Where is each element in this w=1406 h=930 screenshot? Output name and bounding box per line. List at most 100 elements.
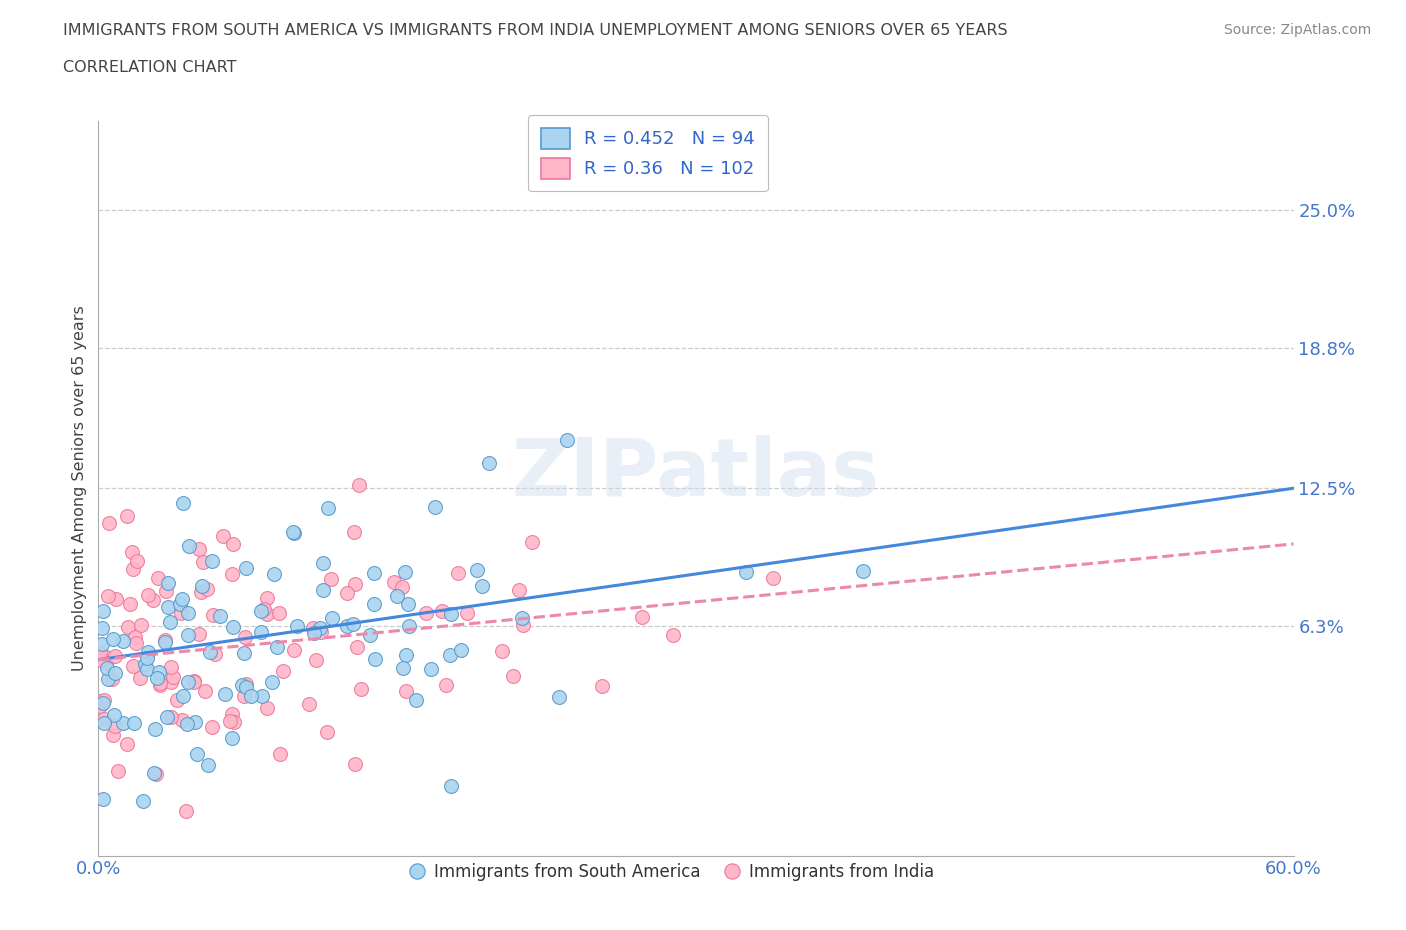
Point — [415, 605, 437, 620]
Point — [512, 618, 534, 632]
Point — [440, 607, 463, 622]
Point — [394, 647, 416, 662]
Point — [309, 625, 332, 640]
Point — [316, 725, 339, 740]
Point — [146, 671, 169, 685]
Point — [97, 671, 120, 686]
Point — [394, 565, 416, 579]
Point — [395, 684, 418, 698]
Point — [89, 694, 111, 709]
Point — [190, 585, 212, 600]
Point — [391, 579, 413, 594]
Point — [89, 698, 111, 713]
Point — [316, 501, 339, 516]
Point — [321, 610, 343, 625]
Point — [439, 647, 461, 662]
Point — [283, 643, 305, 658]
Point — [125, 554, 148, 569]
Point — [197, 758, 219, 773]
Point — [96, 660, 118, 675]
Point — [363, 597, 385, 612]
Point — [232, 689, 254, 704]
Point — [221, 730, 243, 745]
Point — [103, 631, 125, 646]
Point — [735, 565, 758, 579]
Point — [172, 688, 194, 703]
Point — [145, 766, 167, 781]
Point — [235, 560, 257, 575]
Point — [129, 671, 152, 685]
Point — [222, 537, 245, 551]
Point — [149, 678, 172, 693]
Point — [94, 656, 117, 671]
Point — [194, 684, 217, 698]
Point — [202, 607, 225, 622]
Point — [142, 593, 165, 608]
Point — [107, 764, 129, 778]
Point — [131, 618, 153, 632]
Point — [186, 747, 208, 762]
Point — [852, 564, 875, 578]
Point — [762, 570, 785, 585]
Point — [221, 707, 243, 722]
Point — [188, 627, 211, 642]
Point — [149, 675, 172, 690]
Point — [191, 578, 214, 593]
Point — [103, 708, 125, 723]
Point — [90, 637, 112, 652]
Point — [117, 737, 139, 751]
Point — [250, 604, 273, 618]
Point — [121, 545, 143, 560]
Point — [91, 621, 114, 636]
Point — [343, 525, 366, 539]
Point — [233, 630, 256, 644]
Point — [198, 644, 221, 659]
Point — [555, 432, 578, 447]
Point — [471, 578, 494, 593]
Point — [298, 697, 321, 711]
Point — [283, 525, 305, 540]
Point — [160, 659, 183, 674]
Point — [302, 620, 325, 635]
Point — [135, 661, 157, 676]
Point — [91, 696, 114, 711]
Point — [156, 576, 179, 591]
Point — [233, 645, 256, 660]
Point — [169, 597, 191, 612]
Point — [305, 652, 328, 667]
Point — [142, 765, 165, 780]
Point — [342, 617, 364, 631]
Point — [502, 669, 524, 684]
Point — [93, 715, 115, 730]
Point — [465, 563, 488, 578]
Point — [456, 606, 478, 621]
Point — [195, 581, 218, 596]
Point — [269, 605, 291, 620]
Point — [159, 710, 181, 724]
Point — [146, 570, 169, 585]
Point — [104, 648, 127, 663]
Point — [160, 675, 183, 690]
Point — [134, 657, 156, 671]
Point — [124, 715, 146, 730]
Point — [170, 712, 193, 727]
Point — [491, 644, 513, 658]
Point — [256, 591, 278, 605]
Point — [250, 625, 273, 640]
Point — [311, 555, 333, 570]
Point — [122, 562, 145, 577]
Point — [336, 618, 359, 633]
Point — [312, 583, 335, 598]
Point — [97, 589, 120, 604]
Point — [222, 715, 245, 730]
Point — [434, 678, 457, 693]
Legend: Immigrants from South America, Immigrants from India: Immigrants from South America, Immigrant… — [404, 857, 941, 887]
Point — [170, 605, 193, 620]
Point — [512, 610, 534, 625]
Point — [344, 756, 367, 771]
Point — [124, 630, 146, 644]
Point — [104, 666, 127, 681]
Point — [309, 621, 332, 636]
Point — [91, 791, 114, 806]
Point — [174, 804, 197, 818]
